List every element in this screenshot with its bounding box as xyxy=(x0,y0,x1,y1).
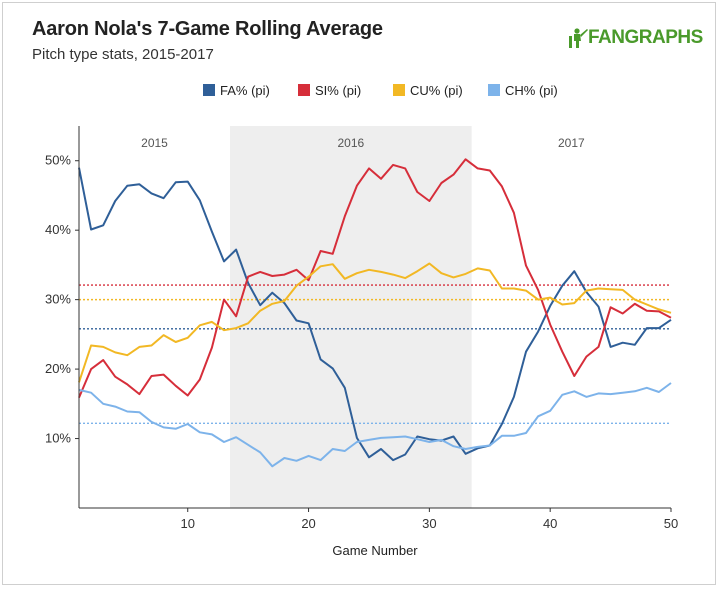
x-tick-label: 20 xyxy=(301,516,315,531)
series-line-fa xyxy=(78,167,672,462)
legend-swatch-si xyxy=(298,84,310,96)
season-label-2015: 2015 xyxy=(141,136,168,150)
legend-label-si: SI% (pi) xyxy=(315,83,361,98)
season-band-2016 xyxy=(230,126,472,508)
legend: FA% (pi) SI% (pi) CU% (pi) CH% (pi) xyxy=(203,83,558,98)
x-tick-label: 30 xyxy=(422,516,436,531)
y-tick-label: 20% xyxy=(45,361,71,376)
y-tick-label: 40% xyxy=(45,222,71,237)
average-lines xyxy=(79,284,671,424)
fangraphs-logo: FANGRAPHS xyxy=(566,26,703,50)
legend-label-ch: CH% (pi) xyxy=(505,83,558,98)
x-axis-label: Game Number xyxy=(332,543,418,558)
fangraphs-batter-icon xyxy=(569,28,588,48)
x-tick-label: 40 xyxy=(543,516,557,531)
series-line-ch xyxy=(78,382,672,468)
series-line-si xyxy=(78,158,672,398)
chart-subtitle: Pitch type stats, 2015-2017 xyxy=(32,46,214,63)
y-tick-label: 10% xyxy=(45,431,71,446)
fangraphs-logo-text: FANGRAPHS xyxy=(588,27,703,48)
legend-label-fa: FA% (pi) xyxy=(220,83,270,98)
season-label-2016: 2016 xyxy=(337,136,364,150)
x-tick-label: 10 xyxy=(181,516,195,531)
season-bands: 2015 2016 2017 xyxy=(141,126,585,508)
legend-label-cu: CU% (pi) xyxy=(410,83,463,98)
y-tick-label: 50% xyxy=(45,153,71,168)
series-line-cu xyxy=(78,262,672,383)
y-tick-label: 30% xyxy=(45,292,71,307)
legend-swatch-fa xyxy=(203,84,215,96)
x-tick-label: 50 xyxy=(664,516,678,531)
legend-swatch-ch xyxy=(488,84,500,96)
season-label-2017: 2017 xyxy=(558,136,585,150)
series-lines xyxy=(78,158,672,468)
axes: 10% 20% 30% 40% 50% 10 20 30 40 50 xyxy=(45,126,678,531)
chart-title: Aaron Nola's 7-Game Rolling Average xyxy=(32,18,383,40)
legend-swatch-cu xyxy=(393,84,405,96)
